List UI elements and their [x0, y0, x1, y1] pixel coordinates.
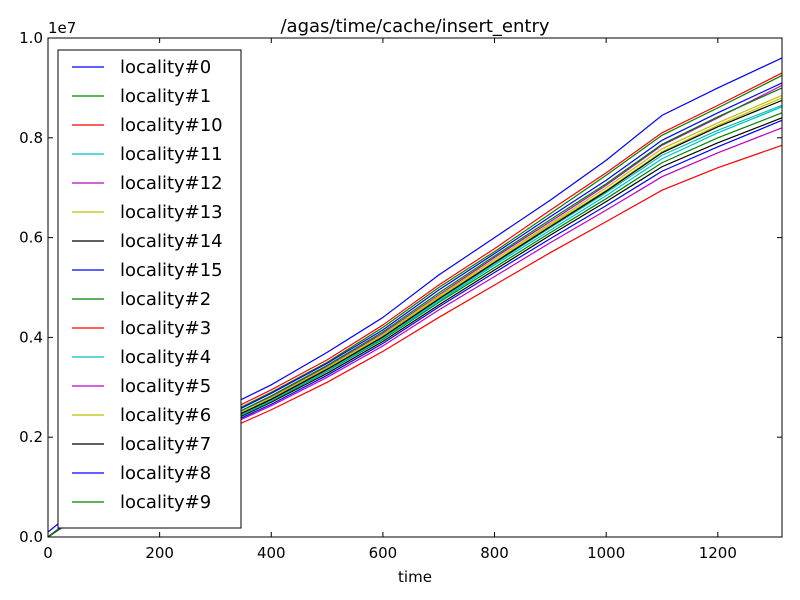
legend-label-3: locality#11	[120, 144, 223, 165]
legend-label-9: locality#3	[120, 318, 211, 339]
legend-label-13: locality#7	[120, 434, 211, 455]
legend-label-12: locality#6	[120, 405, 211, 426]
x-axis-label: time	[398, 568, 432, 586]
legend-label-6: locality#14	[120, 231, 223, 252]
x-tick-label: 800	[480, 544, 509, 562]
y-tick-label: 0.8	[19, 129, 43, 147]
x-tick-label: 1200	[699, 544, 737, 562]
legend-label-8: locality#2	[120, 289, 211, 310]
x-tick-label: 1000	[587, 544, 625, 562]
y-tick-label: 0.6	[19, 229, 43, 247]
y-tick-label: 1.0	[19, 29, 43, 47]
y-tick-label: 0.2	[19, 428, 43, 446]
legend: locality#0 locality#1 locality#10 locality#…	[57, 49, 242, 529]
tick-layer: 0 200 400 600 800 1000 1200 0.0 0.2 0.4 0.6 0.8 1.0	[19, 29, 782, 562]
legend-label-0: locality#0	[120, 57, 211, 78]
x-tick-label: 600	[369, 544, 398, 562]
legend-label-15: locality#9	[120, 492, 211, 513]
legend-label-10: locality#4	[120, 347, 211, 368]
chart-title: /agas/time/cache/insert_entry	[280, 16, 549, 37]
x-tick-label: 0	[43, 544, 53, 562]
x-tick-label: 400	[257, 544, 286, 562]
legend-label-5: locality#13	[120, 202, 223, 223]
y-scale-label: 1e7	[48, 19, 76, 37]
legend-label-14: locality#8	[120, 463, 211, 484]
plot-frame	[47, 37, 783, 538]
legend-label-1: locality#1	[120, 86, 211, 107]
legend-label-7: locality#15	[120, 260, 223, 281]
y-tick-label: 0.4	[19, 328, 43, 346]
legend-label-2: locality#10	[120, 115, 223, 136]
x-tick-label: 200	[145, 544, 174, 562]
legend-box	[57, 49, 242, 529]
legend-label-11: locality#5	[120, 376, 211, 397]
legend-label-4: locality#12	[120, 173, 223, 194]
y-tick-label: 0.0	[19, 528, 43, 546]
